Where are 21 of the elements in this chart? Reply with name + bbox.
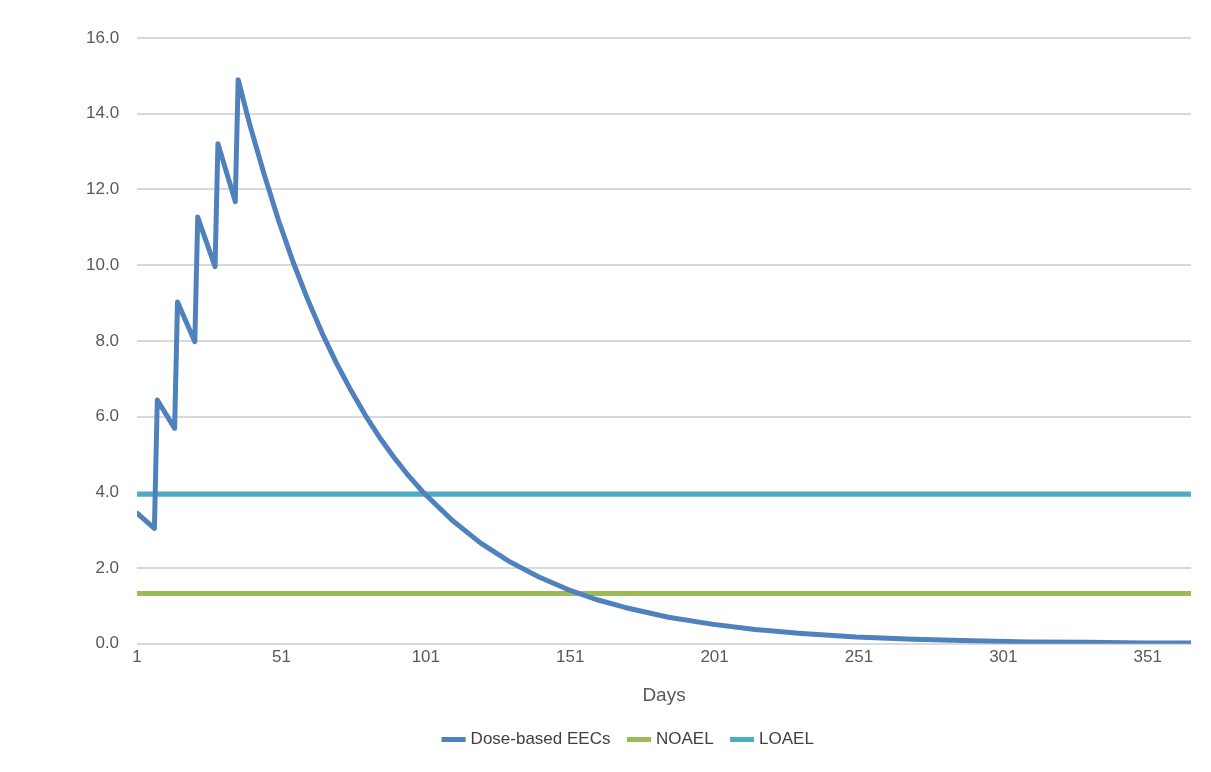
legend-label: NOAEL bbox=[655, 729, 714, 749]
legend-label: LOAEL bbox=[759, 729, 814, 749]
x-tick-label: 301 bbox=[989, 646, 1018, 666]
x-tick-label: 251 bbox=[844, 646, 874, 666]
y-tick-label: 14.0 bbox=[85, 103, 120, 123]
y-tick-label: 4.0 bbox=[95, 482, 120, 502]
x-axis-title: Days bbox=[642, 683, 686, 705]
y-tick-label: 6.0 bbox=[95, 406, 120, 426]
y-tick-label: 0.0 bbox=[95, 633, 120, 653]
x-tick-label: 151 bbox=[556, 646, 585, 666]
y-tick-label: 12.0 bbox=[85, 179, 120, 199]
x-tick-label: 1 bbox=[132, 646, 142, 666]
y-tick-label: 8.0 bbox=[95, 330, 120, 350]
y-tick-label: 16.0 bbox=[85, 27, 120, 47]
y-tick-label: 10.0 bbox=[85, 254, 120, 274]
x-tick-label: 351 bbox=[1133, 646, 1162, 666]
x-tick-label: 51 bbox=[272, 646, 291, 666]
x-tick-label: 101 bbox=[411, 646, 441, 666]
x-tick-label: 201 bbox=[700, 646, 729, 666]
y-tick-label: 2.0 bbox=[95, 557, 120, 577]
legend-label: Dose-based EECs bbox=[470, 729, 611, 749]
